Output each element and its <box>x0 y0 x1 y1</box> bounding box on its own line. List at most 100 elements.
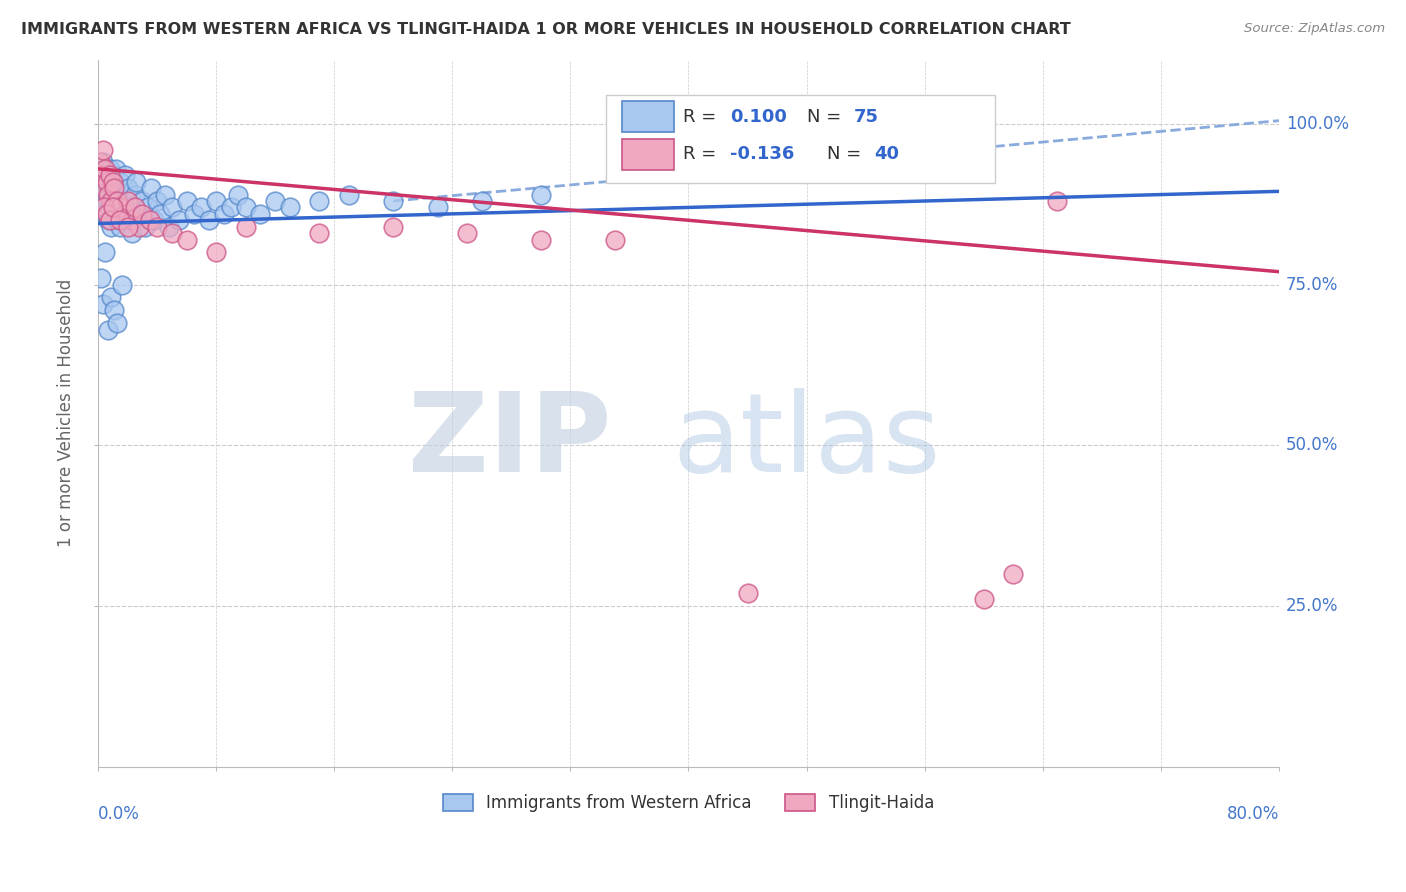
Text: 25.0%: 25.0% <box>1286 597 1339 615</box>
Point <box>157 219 180 234</box>
Point <box>97 322 120 336</box>
Legend: Immigrants from Western Africa, Tlingit-Haida: Immigrants from Western Africa, Tlingit-… <box>436 787 941 818</box>
Text: -0.136: -0.136 <box>730 145 794 163</box>
Point <box>124 187 146 202</box>
Point <box>141 181 163 195</box>
Point <box>91 155 114 169</box>
Point <box>104 161 127 176</box>
Point <box>114 207 136 221</box>
Text: atlas: atlas <box>672 388 941 495</box>
Point <box>308 226 330 240</box>
Point <box>100 290 122 304</box>
Point <box>96 194 118 208</box>
Point <box>190 201 212 215</box>
Point <box>97 187 120 202</box>
Text: R =: R = <box>682 145 721 163</box>
Point <box>249 207 271 221</box>
Point <box>94 161 117 176</box>
Point <box>205 245 228 260</box>
Point <box>169 213 191 227</box>
Point <box>124 201 146 215</box>
Point <box>226 187 249 202</box>
Point <box>93 175 115 189</box>
Point <box>90 169 112 183</box>
Text: R =: R = <box>682 108 721 126</box>
Point <box>530 233 553 247</box>
Text: 0.0%: 0.0% <box>98 805 141 823</box>
FancyBboxPatch shape <box>606 95 995 184</box>
Point <box>101 169 124 183</box>
Point <box>96 169 118 183</box>
Point <box>90 271 112 285</box>
Point <box>176 194 198 208</box>
Point <box>93 187 115 202</box>
Point <box>205 194 228 208</box>
Point <box>198 213 221 227</box>
Point <box>382 219 405 234</box>
Point <box>264 194 287 208</box>
Point <box>530 187 553 202</box>
Point <box>128 219 150 234</box>
Point <box>235 201 257 215</box>
Point <box>98 161 121 176</box>
Point <box>117 219 139 234</box>
Point <box>91 297 114 311</box>
Point <box>98 201 121 215</box>
Point <box>973 592 995 607</box>
Point <box>98 213 121 227</box>
FancyBboxPatch shape <box>623 139 675 169</box>
Point <box>104 194 127 208</box>
Point <box>117 181 139 195</box>
Text: 75: 75 <box>853 108 879 126</box>
Point <box>308 194 330 208</box>
Text: 50.0%: 50.0% <box>1286 436 1339 454</box>
Point <box>110 219 132 234</box>
Point <box>105 316 128 330</box>
Point <box>219 201 242 215</box>
Point <box>153 187 176 202</box>
Point <box>110 175 132 189</box>
Text: 75.0%: 75.0% <box>1286 276 1339 293</box>
Point <box>111 187 134 202</box>
Point <box>90 169 112 183</box>
Point <box>278 201 301 215</box>
Point <box>105 213 128 227</box>
Point <box>103 207 125 221</box>
Point <box>105 194 128 208</box>
Point <box>98 169 121 183</box>
Point <box>128 207 150 221</box>
Point <box>143 213 166 227</box>
Point <box>603 233 626 247</box>
Point <box>101 175 124 189</box>
Point <box>136 201 159 215</box>
Point <box>96 175 118 189</box>
Point <box>1002 566 1025 581</box>
Point <box>101 201 124 215</box>
Point <box>737 586 759 600</box>
Point <box>91 201 114 215</box>
Y-axis label: 1 or more Vehicles in Household: 1 or more Vehicles in Household <box>58 279 75 547</box>
Point <box>117 194 139 208</box>
Point <box>93 201 115 215</box>
Point <box>149 207 172 221</box>
Text: 80.0%: 80.0% <box>1226 805 1279 823</box>
Point <box>183 207 205 221</box>
Text: 100.0%: 100.0% <box>1286 115 1348 133</box>
Point <box>103 181 125 195</box>
Point <box>118 213 141 227</box>
Point <box>146 194 169 208</box>
Point <box>235 219 257 234</box>
Point <box>114 169 136 183</box>
Point <box>139 213 162 227</box>
Text: Source: ZipAtlas.com: Source: ZipAtlas.com <box>1244 22 1385 36</box>
Point <box>382 194 405 208</box>
Point <box>101 187 124 202</box>
Point <box>131 207 153 221</box>
Point <box>100 219 122 234</box>
Point <box>134 219 156 234</box>
Point <box>110 213 132 227</box>
Point <box>337 187 360 202</box>
Point <box>97 181 120 195</box>
Point <box>1046 194 1069 208</box>
FancyBboxPatch shape <box>623 102 675 132</box>
